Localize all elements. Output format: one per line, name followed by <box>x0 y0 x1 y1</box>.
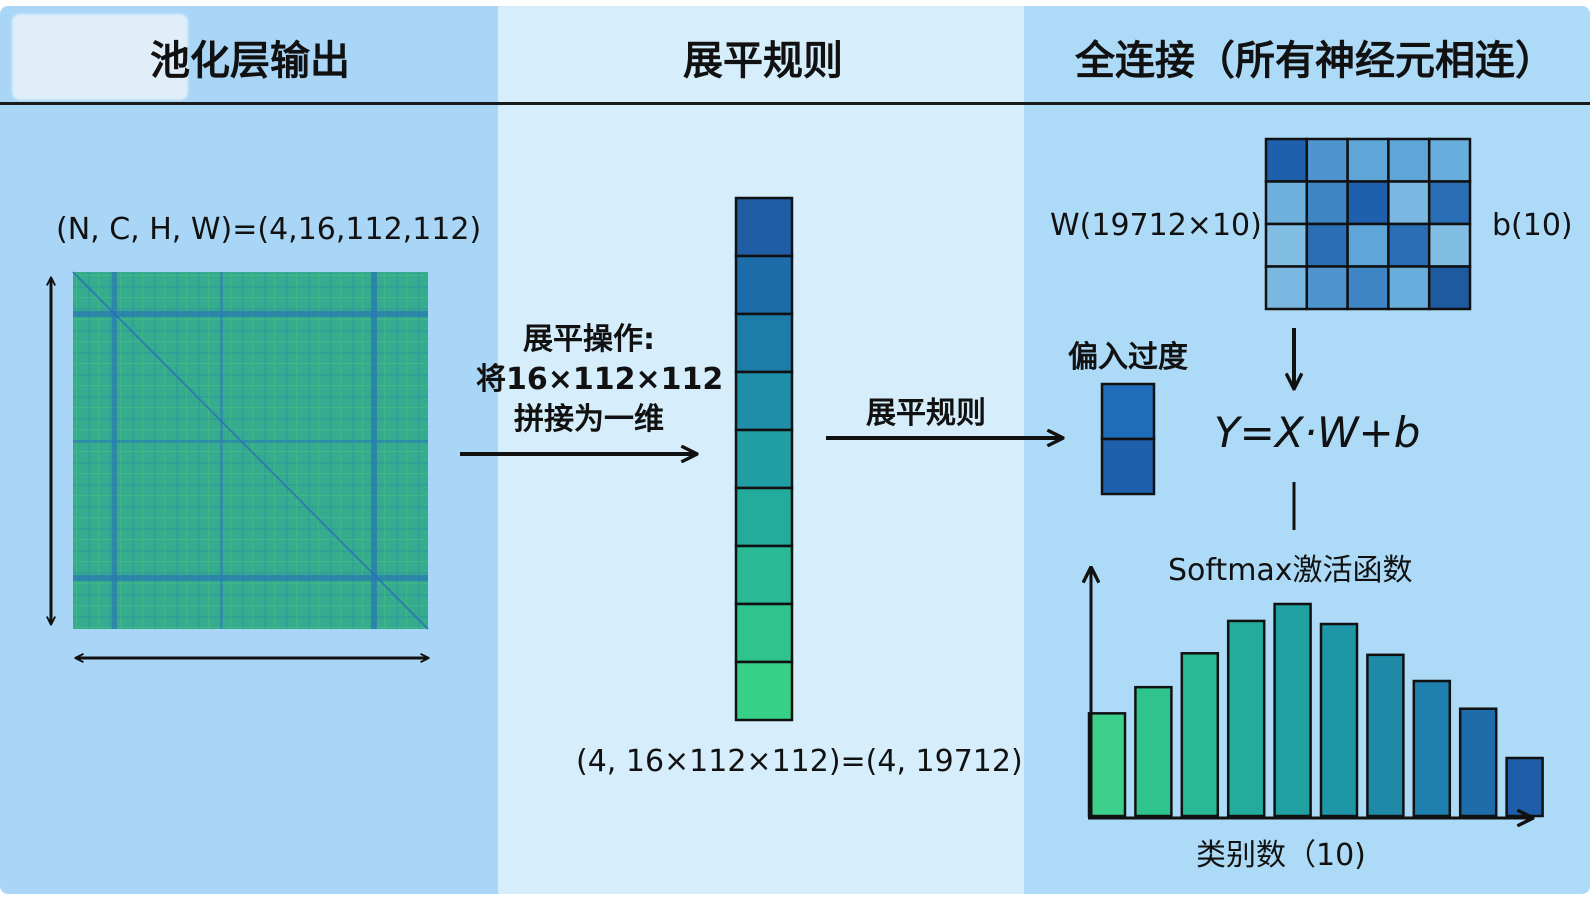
pool-shape-label: (N, C, H, W)=(4,16,112,112) <box>56 212 482 247</box>
softmax-bar <box>1087 712 1127 818</box>
vector-cell <box>734 196 794 258</box>
softmax-bar-chart <box>1087 602 1544 818</box>
weight-cell <box>1346 180 1390 226</box>
bias-cell <box>1100 382 1156 441</box>
softmax-bar <box>1412 679 1452 818</box>
softmax-bar <box>1505 756 1544 818</box>
weight-cell <box>1427 222 1472 268</box>
weight-cell <box>1387 222 1431 268</box>
weight-label: W(19712×10) <box>1050 208 1262 243</box>
flatten-operation-text: 展平操作: 将16×112×112 拼接为一维 <box>476 320 724 440</box>
flatten-shape-label: (4, 16×112×112)=(4, 19712) <box>576 744 1023 779</box>
weight-cell <box>1427 137 1472 183</box>
weight-cell <box>1387 137 1431 183</box>
flatten-operation-line-3: 拼接为一维 <box>514 402 664 437</box>
flatten-operation-line-1: 展平操作: <box>523 322 655 357</box>
weight-cell <box>1264 137 1309 183</box>
pooled-feature-map <box>72 271 429 630</box>
header-fully-connected: 全连接（所有神经元相连） <box>1075 38 1555 84</box>
flattened-vector <box>734 196 794 722</box>
softmax-bar <box>1458 707 1498 818</box>
bias-label: b(10) <box>1492 208 1573 243</box>
softmax-bar <box>1134 685 1173 818</box>
weight-cell <box>1387 265 1431 311</box>
weight-cell <box>1427 180 1472 226</box>
softmax-bar <box>1180 652 1220 818</box>
weight-cell <box>1264 180 1309 226</box>
vector-cell <box>734 660 794 722</box>
softmax-bar <box>1319 622 1359 818</box>
watermark-smudge <box>12 14 188 100</box>
softmax-bar <box>1226 619 1266 818</box>
vector-cell <box>734 544 794 606</box>
header-pooling-output: 池化层输出 <box>150 38 350 84</box>
weight-cell <box>1305 265 1349 311</box>
bar-chart-xlabel: 类别数（10) <box>1196 838 1366 873</box>
header-flatten-rule: 展平规则 <box>683 38 843 84</box>
vector-cell <box>734 312 794 374</box>
weight-cell <box>1264 222 1309 268</box>
formula-text: Y=X·W+b <box>1214 408 1421 457</box>
weight-cell <box>1305 137 1349 183</box>
weight-cell <box>1264 265 1309 311</box>
weight-cell <box>1427 265 1472 311</box>
vector-cell <box>734 486 794 548</box>
bias-node-label: 偏入过度 <box>1068 340 1188 375</box>
weight-cell <box>1305 222 1349 268</box>
vector-cell <box>734 428 794 490</box>
weight-cell <box>1387 180 1431 226</box>
softmax-bar <box>1273 602 1312 818</box>
weight-matrix <box>1264 137 1472 311</box>
flatten-arrow-label: 展平规则 <box>866 396 986 431</box>
weight-cell <box>1346 265 1390 311</box>
softmax-label: Softmax激活函数 <box>1168 553 1413 588</box>
vector-cell <box>734 370 794 432</box>
weight-cell <box>1346 137 1390 183</box>
softmax-bar <box>1366 653 1405 818</box>
weight-cell <box>1346 222 1390 268</box>
weight-cell <box>1305 180 1349 226</box>
header-divider <box>0 102 1590 105</box>
bias-cell <box>1100 437 1156 496</box>
vector-cell <box>734 602 794 664</box>
vector-cell <box>734 254 794 316</box>
flatten-operation-line-2: 将16×112×112 <box>476 362 724 397</box>
bias-node <box>1100 382 1156 496</box>
